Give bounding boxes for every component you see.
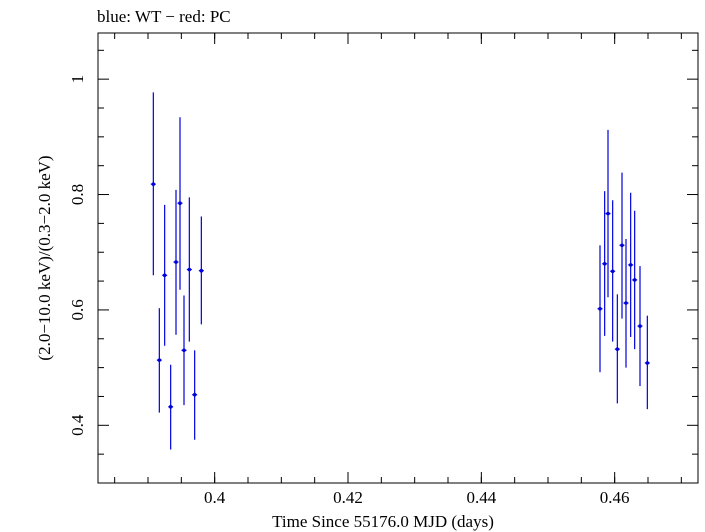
y-tick-label: 0.6 [68,299,87,320]
point-marker [168,405,173,409]
data-point [192,350,198,440]
x-tick-label: 0.44 [466,488,496,507]
data-point [198,216,204,325]
data-point [150,92,156,276]
data-point [644,315,650,410]
point-marker [192,392,197,397]
data-point [619,172,625,319]
data-point [162,204,168,346]
point-marker [182,348,186,353]
point-marker [178,201,182,205]
point-marker [628,263,633,267]
data-point [632,210,638,350]
data-point [186,197,192,342]
data-point [177,117,183,290]
data-points [150,92,650,450]
x-axis-label: Time Since 55176.0 MJD (days) [272,512,494,531]
point-marker [162,273,167,278]
y-tick-label: 0.8 [68,184,87,205]
point-marker [602,261,607,266]
x-tick-label: 0.42 [333,488,363,507]
data-point [181,295,187,406]
point-marker [606,211,610,216]
x-tick-label: 0.46 [600,488,630,507]
data-point [602,191,608,336]
chart-title: blue: WT − red: PC [97,7,231,26]
point-marker [598,306,602,311]
data-point [614,294,620,404]
x-tick-label: 0.4 [204,488,226,507]
data-point [637,266,643,387]
data-point [168,364,174,450]
point-marker [199,268,204,273]
point-marker [645,361,650,365]
data-point [605,129,611,298]
plot-frame [97,32,699,484]
point-marker [157,358,162,362]
point-marker [174,260,178,264]
y-tick-label: 0.4 [68,414,87,436]
y-tick-label: 1 [68,75,87,84]
data-point [623,238,629,368]
point-marker [638,324,642,328]
point-marker [151,182,156,186]
data-point [173,189,179,335]
point-marker [624,301,628,305]
point-marker [632,278,637,282]
data-point [628,192,634,338]
point-marker [620,243,624,248]
data-point [610,200,616,342]
axis-ticks: 0.4 0.42 0.44 0.46 0.4 0.6 0.8 1 [68,33,698,507]
data-point [597,245,603,373]
point-marker [615,347,620,351]
data-point [156,308,162,413]
point-marker [187,267,192,272]
y-axis-label: (2.0−10.0 keV)/(0.3−2.0 keV) [35,155,54,360]
point-marker [610,269,615,274]
